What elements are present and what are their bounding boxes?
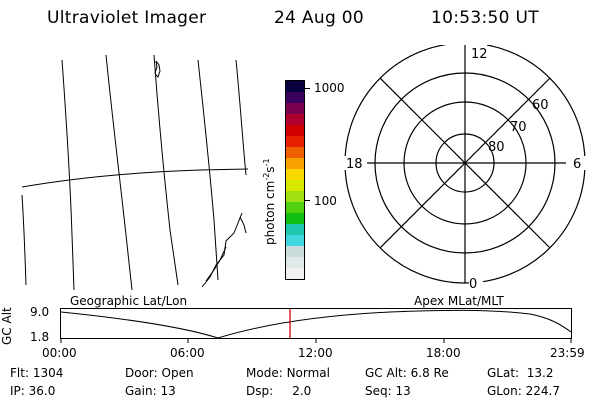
parallel-line (21, 168, 249, 188)
colorbar-segment (286, 191, 304, 202)
colorbar-segment (286, 158, 304, 169)
colorbar-segment (286, 213, 304, 224)
colorbar-tick-mark (304, 200, 310, 201)
info-glon: GLon: 224.7 (487, 384, 560, 398)
mlt-label-0: 0 (469, 277, 477, 292)
date-label: 24 Aug 00 (274, 8, 364, 28)
colorbar-segment (286, 92, 304, 103)
colorbar-segment (286, 103, 304, 114)
info-dsp: Dsp: 2.0 (246, 384, 312, 398)
timeline-y-axis-label: GC Alt (0, 307, 14, 345)
mlt-label-18: 18 (346, 157, 363, 172)
instrument-title: Ultraviolet Imager (47, 8, 207, 28)
meridian-line (21, 194, 27, 286)
colorbar-tick-1000: 1000 (314, 81, 345, 95)
meridian-line (197, 59, 219, 281)
lat-label-80: 80 (488, 140, 505, 155)
timeline-y-tick-9: 9.0 (30, 305, 50, 319)
info-flt: Flt: 1304 (10, 366, 64, 380)
colorbar-segment (286, 81, 304, 92)
colorbar-segment (286, 114, 304, 125)
coastline (201, 212, 243, 288)
coastline (205, 246, 227, 282)
coastline (154, 60, 161, 78)
x-tick-1800: 18:00 (426, 346, 461, 360)
info-gc-alt: GC Alt: 6.8 Re (365, 366, 449, 380)
time-label: 10:53:50 UT (431, 8, 539, 28)
polar-mlt-plot: 12 18 6 0 60 70 80 (343, 45, 586, 292)
orbit-altitude-plot (60, 308, 572, 343)
info-ip: IP: 36.0 (10, 384, 56, 398)
mlt-label-12: 12 (471, 47, 488, 62)
info-glat: GLat: 13.2 (487, 366, 554, 380)
color-scale-bar (285, 80, 305, 280)
geographic-map (21, 55, 249, 290)
colorbar-segment (286, 180, 304, 191)
colorbar-segment (286, 246, 304, 257)
colorbar-segment (286, 224, 304, 235)
altitude-curve (60, 309, 572, 339)
meridian-line (235, 59, 247, 176)
meridian-line (105, 55, 133, 290)
info-door: Door: Open (125, 366, 194, 380)
colorbar-tick-mark (304, 88, 310, 89)
colorbar-segment (286, 136, 304, 147)
colorbar-segment (286, 125, 304, 136)
colorbar-segment (286, 169, 304, 180)
geographic-label: Geographic Lat/Lon (70, 294, 188, 308)
colorbar-segment (286, 268, 304, 279)
lat-label-70: 70 (510, 120, 527, 135)
info-gain: Gain: 13 (125, 384, 176, 398)
timeline-y-tick-1.8: 1.8 (30, 330, 50, 344)
colorbar-segment (286, 235, 304, 246)
mlt-line-diagonal (379, 77, 551, 249)
coastline (239, 216, 247, 234)
info-seq: Seq: 13 (365, 384, 411, 398)
x-tick-0600: 06:00 (170, 346, 205, 360)
x-tick-0000: 00:00 (42, 346, 77, 360)
colorbar-segment (286, 202, 304, 213)
colorbar-tick-100: 100 (314, 194, 337, 208)
colorbar-segment (286, 257, 304, 268)
mlt-label-6: 6 (573, 157, 581, 172)
colorbar-segment (286, 147, 304, 158)
x-tick-2359: 23:59 (550, 346, 585, 360)
x-tick-1200: 12:00 (298, 346, 333, 360)
lat-label-60: 60 (532, 98, 549, 113)
info-mode: Mode: Normal (246, 366, 330, 380)
meridian-line (153, 55, 179, 286)
colorbar-unit-label: photon cm-2s-1 (262, 158, 277, 245)
meridian-line (61, 59, 75, 290)
apex-label: Apex MLat/MLT (414, 294, 504, 308)
